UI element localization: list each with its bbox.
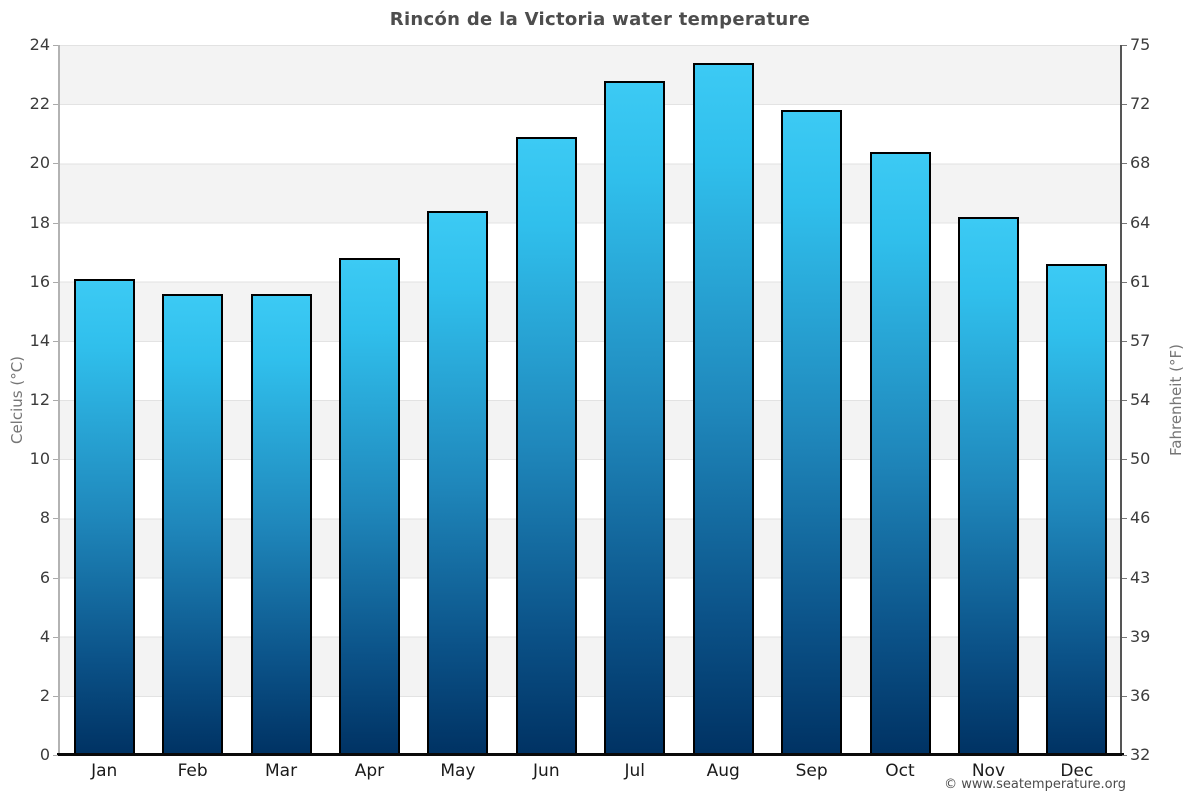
- month-label: May: [440, 761, 476, 781]
- celsius-tick-label: 16: [29, 271, 50, 291]
- fahrenheit-tick-label: 68: [1130, 153, 1151, 173]
- bar-slot-feb: [148, 45, 236, 755]
- bar-slot-jun: [502, 45, 590, 755]
- celsius-tick-mark: [53, 518, 58, 520]
- bar-slot-dec: [1033, 45, 1121, 755]
- temperature-bar-apr: [338, 258, 400, 755]
- fahrenheit-tick-mark: [1122, 636, 1127, 638]
- bottom-axis-line: [57, 753, 1124, 756]
- celsius-tick-mark: [53, 45, 58, 46]
- fahrenheit-tick-label: 36: [1130, 685, 1151, 705]
- bar-slot-oct: [856, 45, 944, 755]
- fahrenheit-tick-mark: [1122, 222, 1127, 224]
- month-label: Mar: [265, 761, 298, 781]
- month-label: Feb: [177, 761, 208, 781]
- celsius-tick-label: 18: [29, 212, 50, 232]
- temperature-bar-nov: [957, 216, 1019, 755]
- celsius-tick-label: 0: [39, 745, 50, 764]
- temperature-bar-may: [427, 210, 489, 755]
- celsius-tick-mark: [53, 695, 58, 697]
- temperature-bar-mar: [250, 293, 312, 755]
- fahrenheit-tick-mark: [1122, 695, 1127, 697]
- temperature-bar-feb: [162, 293, 224, 755]
- celsius-axis-title: Celcius (°C): [8, 355, 26, 445]
- celsius-tick-mark: [53, 281, 58, 283]
- fahrenheit-tick-mark: [1122, 163, 1127, 165]
- month-label: Jun: [533, 761, 560, 781]
- temperature-bar-jun: [515, 136, 577, 755]
- celsius-tick-mark: [53, 163, 58, 165]
- celsius-tick-mark: [53, 755, 58, 756]
- bar-slot-mar: [237, 45, 325, 755]
- month-label: Jan: [91, 761, 118, 781]
- fahrenheit-tick-label: 32: [1130, 745, 1151, 764]
- fahrenheit-tick-mark: [1122, 400, 1127, 401]
- celsius-tick-label: 2: [39, 685, 50, 705]
- fahrenheit-tick-mark: [1122, 518, 1127, 520]
- celsius-tick-label: 24: [29, 35, 50, 54]
- fahrenheit-tick-label: 61: [1130, 271, 1151, 291]
- bar-slot-apr: [325, 45, 413, 755]
- fahrenheit-tick-mark: [1122, 281, 1127, 283]
- fahrenheit-tick-label: 72: [1130, 94, 1151, 114]
- fahrenheit-axis-title: Fahrenheit (°F): [1167, 344, 1185, 456]
- right-axis-line: [1120, 45, 1122, 755]
- celsius-tick-mark: [53, 400, 58, 401]
- bar-slot-jan: [60, 45, 148, 755]
- celsius-tick-mark: [53, 636, 58, 638]
- copyright-credit: © www.seatemperature.org: [944, 777, 1126, 792]
- celsius-tick-mark: [53, 222, 58, 224]
- fahrenheit-tick-label: 50: [1130, 449, 1151, 469]
- month-label: Apr: [354, 761, 385, 781]
- bar-slot-may: [414, 45, 502, 755]
- x-axis-labels: Jan Feb Mar Apr May Jun Jul Aug Sep Oct Nov Dec: [60, 761, 1121, 781]
- temperature-bar-aug: [692, 62, 754, 755]
- fahrenheit-tick-mark: [1122, 755, 1127, 756]
- month-label: Oct: [885, 761, 915, 781]
- fahrenheit-tick-mark: [1122, 104, 1127, 106]
- fahrenheit-tick-label: 57: [1130, 330, 1151, 350]
- fahrenheit-tick-label: 46: [1130, 508, 1151, 528]
- celsius-tick-label: 8: [39, 508, 50, 528]
- temperature-bar-jul: [604, 80, 666, 755]
- bar-slot-nov: [944, 45, 1032, 755]
- fahrenheit-tick-label: 43: [1130, 567, 1151, 587]
- temperature-bar-dec: [1046, 263, 1108, 755]
- celsius-tick-label: 12: [29, 390, 50, 409]
- temperature-bar-oct: [869, 151, 931, 755]
- celsius-tick-label: 4: [39, 626, 50, 646]
- celsius-tick-mark: [53, 104, 58, 106]
- bar-slot-aug: [679, 45, 767, 755]
- temperature-bar-sep: [781, 110, 843, 755]
- month-label: Aug: [706, 761, 740, 781]
- celsius-tick-mark: [53, 340, 58, 342]
- celsius-tick-label: 10: [29, 449, 50, 469]
- plot-area: [60, 45, 1121, 755]
- celsius-tick-label: 14: [29, 330, 50, 350]
- month-label: Sep: [795, 761, 828, 781]
- bar-slot-jul: [591, 45, 679, 755]
- fahrenheit-tick-mark: [1122, 459, 1127, 461]
- celsius-tick-label: 20: [29, 153, 50, 173]
- left-axis-line: [58, 45, 60, 755]
- bars-row: [60, 45, 1121, 755]
- fahrenheit-tick-label: 75: [1130, 35, 1151, 54]
- temperature-bar-jan: [73, 278, 135, 755]
- celsius-tick-mark: [53, 459, 58, 461]
- celsius-tick-mark: [53, 577, 58, 579]
- bar-slot-sep: [767, 45, 855, 755]
- month-label: Jul: [624, 761, 645, 781]
- fahrenheit-tick-label: 64: [1130, 212, 1151, 232]
- fahrenheit-tick-mark: [1122, 577, 1127, 579]
- fahrenheit-tick-label: 54: [1130, 390, 1151, 409]
- month-label: Dec: [1060, 761, 1094, 781]
- fahrenheit-tick-mark: [1122, 45, 1127, 46]
- month-label: Nov: [971, 761, 1006, 781]
- celsius-tick-label: 6: [39, 567, 50, 587]
- chart-title: Rincón de la Victoria water temperature: [389, 9, 811, 30]
- fahrenheit-tick-label: 39: [1130, 626, 1151, 646]
- celsius-tick-label: 22: [29, 94, 50, 114]
- fahrenheit-tick-mark: [1122, 340, 1127, 342]
